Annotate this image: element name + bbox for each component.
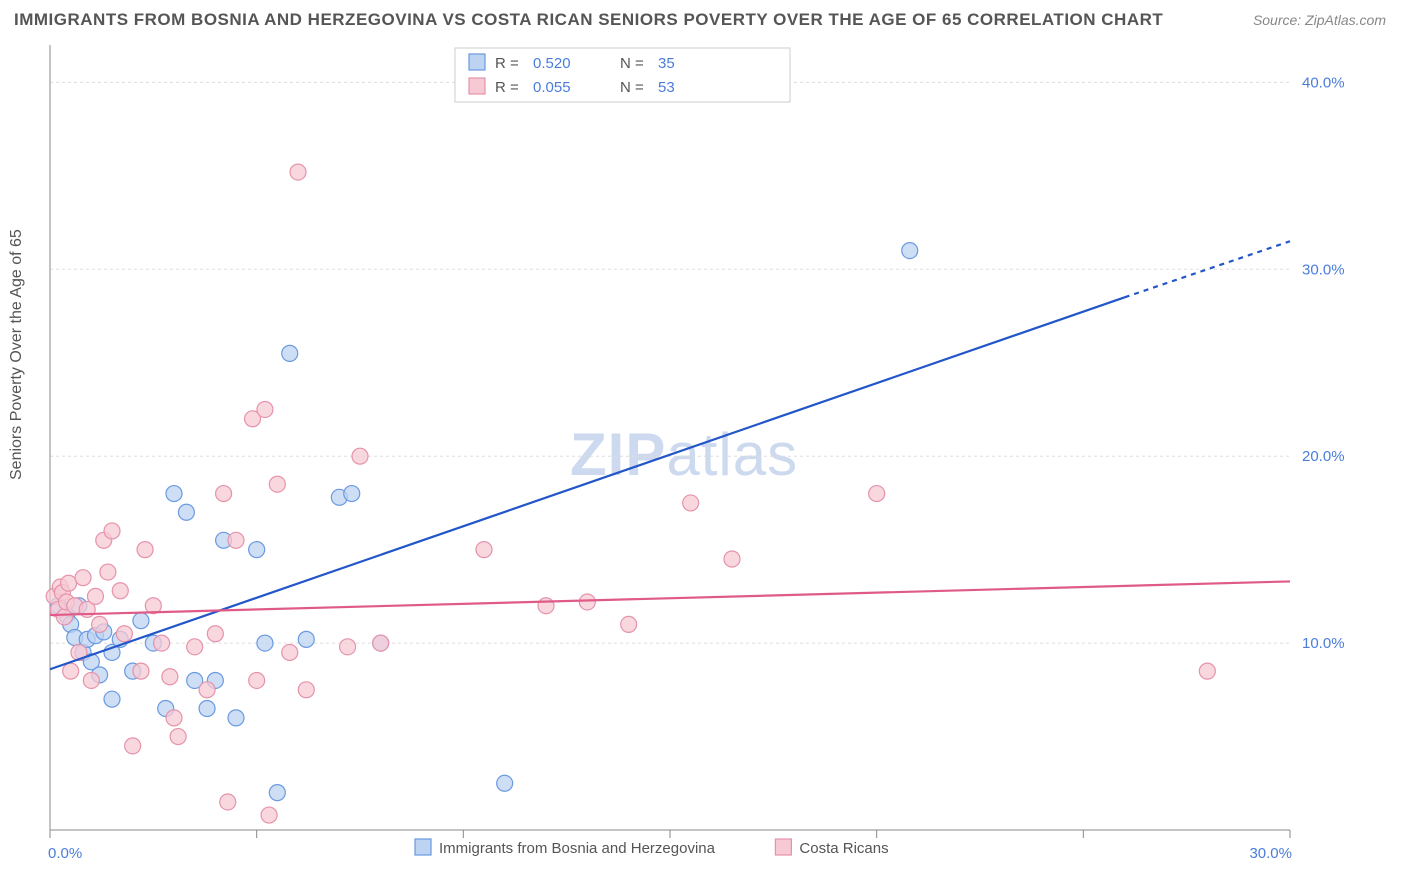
legend-swatch-bosnia (469, 54, 485, 70)
scatter-point-costarican (228, 532, 244, 548)
scatter-point-costarican (61, 575, 77, 591)
scatter-point-costarican (187, 639, 203, 655)
trend-line-costarican (50, 581, 1290, 615)
scatter-point-costarican (724, 551, 740, 567)
scatter-point-costarican (154, 635, 170, 651)
scatter-point-costarican (100, 564, 116, 580)
scatter-point-bosnia (249, 542, 265, 558)
legend-r-label: R = (495, 79, 519, 96)
scatter-point-costarican (116, 626, 132, 642)
scatter-point-costarican (220, 794, 236, 810)
y-tick-label: 40.0% (1302, 74, 1345, 91)
scatter-point-costarican (199, 682, 215, 698)
scatter-point-costarican (92, 616, 108, 632)
scatter-point-costarican (75, 570, 91, 586)
scatter-point-bosnia (298, 631, 314, 647)
scatter-point-bosnia (497, 775, 513, 791)
scatter-point-costarican (112, 583, 128, 599)
scatter-point-costarican (579, 594, 595, 610)
correlation-chart: 0.0% 30.0% 10.0% 20.0% 30.0% 40.0% R = 0.520 N =… (0, 0, 1406, 892)
scatter-point-costarican (162, 669, 178, 685)
bottom-legend-label-costarican: Costa Ricans (799, 840, 888, 857)
scatter-point-costarican (257, 401, 273, 417)
scatter-point-costarican (83, 672, 99, 688)
scatter-point-costarican (207, 626, 223, 642)
scatter-point-costarican (282, 644, 298, 660)
scatter-point-costarican (298, 682, 314, 698)
scatter-point-bosnia (257, 635, 273, 651)
scatter-point-costarican (290, 164, 306, 180)
legend-swatch-costarican (469, 78, 485, 94)
scatter-point-costarican (476, 542, 492, 558)
scatter-point-costarican (137, 542, 153, 558)
scatter-point-costarican (63, 663, 79, 679)
scatter-point-bosnia (282, 345, 298, 361)
scatter-point-costarican (340, 639, 356, 655)
scatter-point-bosnia (902, 243, 918, 259)
bottom-legend-swatch-bosnia (415, 839, 431, 855)
scatter-point-bosnia (133, 613, 149, 629)
scatter-point-bosnia (166, 486, 182, 502)
x-tick-label: 30.0% (1249, 845, 1292, 862)
scatter-point-costarican (373, 635, 389, 651)
legend-n-value: 53 (658, 79, 675, 96)
scatter-point-bosnia (344, 486, 360, 502)
scatter-point-costarican (249, 672, 265, 688)
scatter-point-costarican (166, 710, 182, 726)
legend-n-label: N = (620, 55, 644, 72)
scatter-point-costarican (125, 738, 141, 754)
scatter-point-costarican (104, 523, 120, 539)
scatter-point-costarican (869, 486, 885, 502)
scatter-point-bosnia (199, 701, 215, 717)
scatter-point-bosnia (269, 785, 285, 801)
scatter-point-bosnia (104, 691, 120, 707)
legend-r-value: 0.055 (533, 79, 571, 96)
trend-line-bosnia (50, 297, 1125, 669)
y-tick-label: 20.0% (1302, 448, 1345, 465)
y-tick-label: 10.0% (1302, 635, 1345, 652)
scatter-point-costarican (261, 807, 277, 823)
scatter-point-bosnia (228, 710, 244, 726)
scatter-point-costarican (269, 476, 285, 492)
legend-r-value: 0.520 (533, 55, 571, 72)
scatter-point-costarican (683, 495, 699, 511)
scatter-point-costarican (133, 663, 149, 679)
scatter-point-costarican (170, 729, 186, 745)
bottom-legend-label-bosnia: Immigrants from Bosnia and Herzegovina (439, 840, 716, 857)
scatter-point-bosnia (178, 504, 194, 520)
legend-n-value: 35 (658, 55, 675, 72)
scatter-point-costarican (352, 448, 368, 464)
bottom-legend-swatch-costarican (775, 839, 791, 855)
legend-n-label: N = (620, 79, 644, 96)
x-tick-label: 0.0% (48, 845, 82, 862)
y-tick-label: 30.0% (1302, 261, 1345, 278)
scatter-point-costarican (87, 588, 103, 604)
legend-r-label: R = (495, 55, 519, 72)
scatter-point-costarican (216, 486, 232, 502)
scatter-point-costarican (538, 598, 554, 614)
scatter-point-costarican (1199, 663, 1215, 679)
scatter-point-costarican (621, 616, 637, 632)
